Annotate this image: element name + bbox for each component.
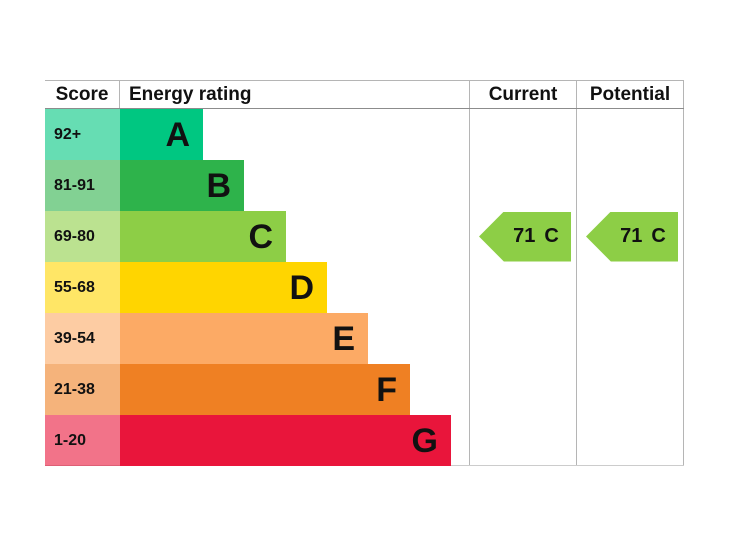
- band-score-range: 81-91: [45, 160, 120, 211]
- current-rating-band: C: [544, 225, 559, 247]
- band-score-range: 92+: [45, 109, 120, 160]
- rating-table: Score Energy rating Current Potential 92…: [45, 80, 684, 466]
- band-row: 21-38 F: [45, 364, 469, 415]
- band-score-range: 55-68: [45, 262, 120, 313]
- current-rating-arrow: 71 C: [479, 211, 571, 262]
- potential-column: 71 C: [577, 109, 684, 465]
- current-column-header: Current: [469, 81, 577, 108]
- bands-column: 92+ A 81-91 B 69-80 C 55-68 D 39-54 E 21…: [45, 109, 469, 466]
- band-letter: G: [411, 421, 438, 460]
- band-letter: A: [165, 115, 190, 154]
- band-score-range: 39-54: [45, 313, 120, 364]
- band-bar: G: [120, 415, 451, 466]
- band-letter: C: [248, 217, 273, 256]
- potential-rating-value: 71: [620, 225, 643, 247]
- band-bar: B: [120, 160, 244, 211]
- band-letter: F: [376, 370, 397, 409]
- band-letter: D: [289, 268, 314, 307]
- energy-rating-column-header: Energy rating: [129, 83, 252, 105]
- band-bar: D: [120, 262, 327, 313]
- score-column-header: Score: [45, 81, 120, 108]
- band-row: 55-68 D: [45, 262, 469, 313]
- table-body: 92+ A 81-91 B 69-80 C 55-68 D 39-54 E 21…: [45, 109, 684, 466]
- band-bar: E: [120, 313, 368, 364]
- band-score-range: 69-80: [45, 211, 120, 262]
- band-score-range: 1-20: [45, 415, 120, 466]
- band-letter: E: [332, 319, 355, 358]
- band-row: 92+ A: [45, 109, 469, 160]
- potential-rating-arrow: 71 C: [586, 211, 678, 262]
- table-header-row: Score Energy rating Current Potential: [45, 81, 684, 109]
- band-score-range: 21-38: [45, 364, 120, 415]
- band-row: 39-54 E: [45, 313, 469, 364]
- potential-rating-band: C: [651, 225, 666, 247]
- band-bar: C: [120, 211, 286, 262]
- band-row: 81-91 B: [45, 160, 469, 211]
- potential-column-header: Potential: [577, 81, 684, 108]
- band-letter: B: [206, 166, 231, 205]
- band-bar: F: [120, 364, 410, 415]
- band-row: 69-80 C: [45, 211, 469, 262]
- current-rating-value: 71: [513, 225, 536, 247]
- band-row: 1-20 G: [45, 415, 469, 466]
- band-bar: A: [120, 109, 203, 160]
- current-column: 71 C: [469, 109, 577, 465]
